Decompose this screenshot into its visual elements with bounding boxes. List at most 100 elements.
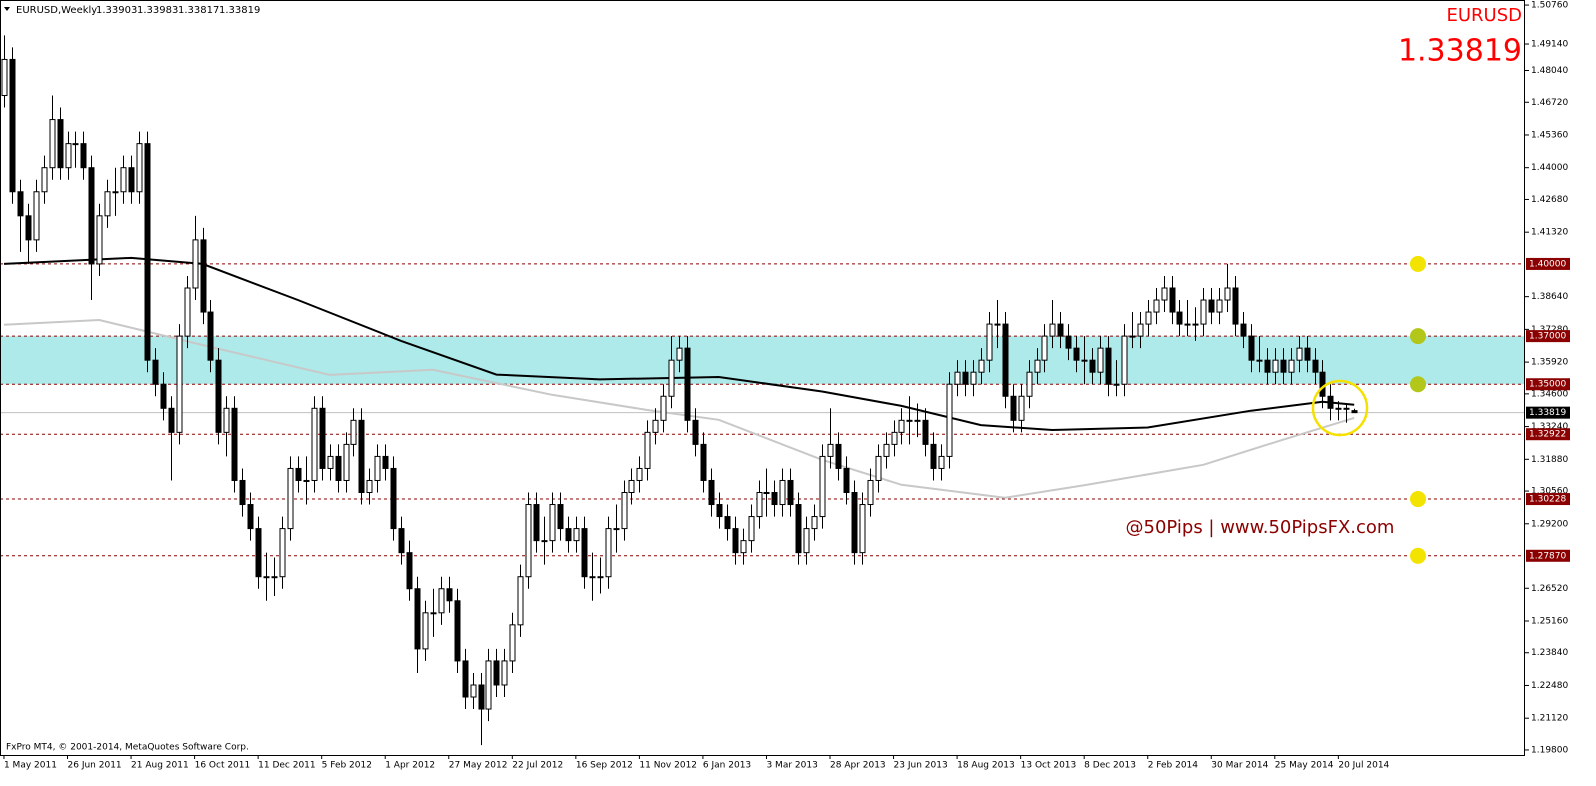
candle-body [589,576,596,579]
candle-body [1296,347,1303,361]
level-label-box [1526,428,1570,441]
x-tick-label: 30 Mar 2014 [1211,761,1268,771]
candle-body [1137,323,1144,337]
candle-body [525,504,532,578]
candle-body [740,540,747,554]
candle-body [1176,311,1183,325]
y-tick-label: 1.25160 [1531,616,1568,626]
candle-body [239,479,246,506]
candle-body [319,407,326,469]
candle-body [263,576,270,579]
candle-body [724,516,731,530]
candle-body [1089,359,1096,373]
candle-body [41,167,48,193]
candle-body [255,528,262,578]
candle-body [1256,359,1263,362]
candle-body [430,612,437,615]
y-tick-label: 1.21120 [1531,714,1568,724]
candle-body [763,492,770,495]
candle-body [621,492,628,530]
y-tick-label: 1.22480 [1531,681,1568,691]
candle-body [883,443,890,457]
candle-body [136,143,143,193]
candle-body [716,504,723,518]
candle-body [906,419,913,422]
footer: FxPro MT4, © 2001-2014, MetaQuotes Softw… [6,743,249,753]
candle-body [25,215,32,241]
watermark: @50Pips | www.50PipsFX.com [1126,517,1395,538]
candle-body [128,167,135,193]
candle-body [438,588,445,614]
candle-body [478,684,485,710]
candle-body [970,371,977,385]
candle-body [462,660,469,698]
candle-body [247,504,254,530]
candle-body [914,419,921,422]
candle-body [652,419,659,433]
level-marker [1410,328,1426,345]
x-tick-label: 22 Jul 2012 [512,761,563,771]
candle-body [605,528,612,578]
y-tick-label: 1.30560 [1531,487,1568,497]
price-label-box [1526,406,1570,419]
candle-body [493,660,500,686]
candle-body [1113,383,1120,386]
level-marker [1410,376,1426,393]
plot-area [0,35,1525,746]
candle-body [660,395,667,421]
candle-body [335,455,342,481]
candle-body [1057,323,1064,337]
x-tick-label: 1 May 2011 [4,761,57,771]
candle-body [422,612,429,650]
candle-body [9,58,16,193]
candle-body [192,239,199,289]
candle-body [628,479,635,494]
y-tick-label: 1.31880 [1531,455,1568,465]
candle-body [144,143,151,361]
x-tick-label: 23 Jun 2013 [894,761,948,771]
level-label-box [1526,378,1570,391]
candle-body [223,407,230,433]
candle-body [390,467,397,530]
candle-body [1,58,8,97]
candle-body [978,359,985,373]
candle-body [33,191,40,241]
candle-body [541,540,548,543]
candle-body [1224,287,1231,301]
candle-body [1343,407,1350,410]
candle-body [795,504,802,554]
candle-body [597,576,604,579]
candle-body [1073,347,1080,361]
candle-body [565,528,572,542]
candle-body [1288,359,1295,373]
y-tick-label: 1.29200 [1531,519,1568,529]
menu-arrow[interactable] [4,7,10,11]
y-tick-label: 1.50760 [1531,1,1568,11]
level-label: 1.37000 [1529,332,1566,342]
candle-body [96,215,103,265]
candle-body [851,492,858,554]
candle-body [184,287,191,337]
header-close: 1.33819 [219,5,260,16]
candle-body [1304,347,1311,361]
candle-body [1097,347,1104,373]
candle-body [446,588,453,602]
y-tick-label: 1.45360 [1531,130,1568,140]
header-low: 1.33817 [178,5,219,16]
candle-body [1010,395,1017,421]
price-label: 1.33819 [1529,408,1566,418]
candle-body [1351,410,1358,414]
candle-body [986,323,993,361]
x-tick-label: 18 Aug 2013 [957,761,1015,771]
candle-body [1065,335,1072,349]
level-marker [1410,491,1426,508]
candle-body [112,191,119,194]
y-tick-label: 1.23840 [1531,648,1568,658]
candle-body [104,191,111,217]
y-tick-label: 1.38640 [1531,292,1568,302]
level-label: 1.40000 [1529,259,1566,269]
candle-body [1232,287,1239,325]
